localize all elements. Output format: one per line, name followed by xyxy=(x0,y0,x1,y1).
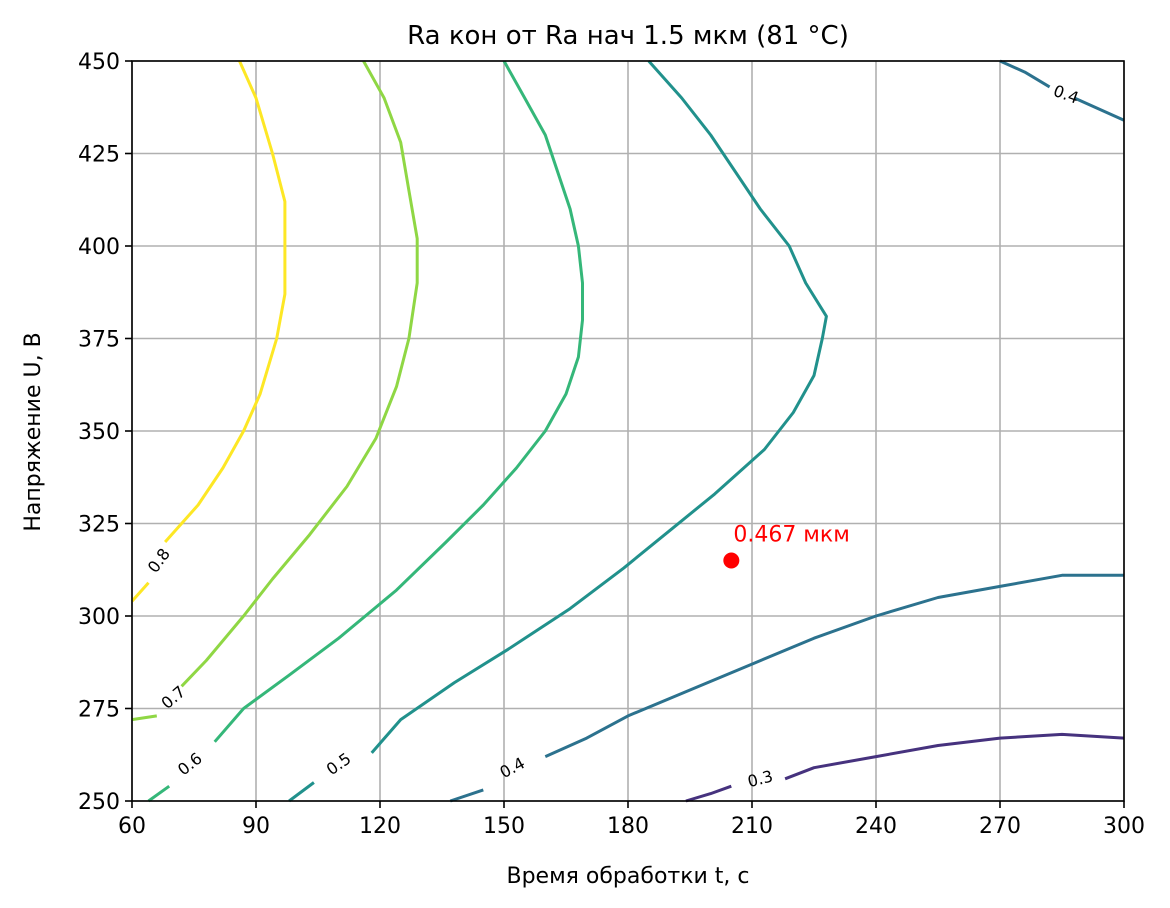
contour-line-0.7 xyxy=(131,714,158,722)
y-axis-label: Напряжение U, В xyxy=(21,332,46,531)
contour-label: 0.3 xyxy=(746,767,775,792)
x-tick-label: 240 xyxy=(855,814,897,839)
contour-line-0.4 xyxy=(544,573,1124,758)
x-axis-ticks: 60 90 120 150 180 210 240 270 300 xyxy=(118,801,1145,839)
marker-point xyxy=(723,552,740,569)
contour-line-0.8 xyxy=(130,581,150,603)
contour-line-0.6 xyxy=(147,784,171,803)
contour-line-0.5 xyxy=(288,781,315,803)
contour-label: 0.4 xyxy=(497,753,528,782)
x-tick-label: 300 xyxy=(1103,814,1145,839)
y-tick-label: 250 xyxy=(78,790,120,815)
contour-labels: 0.80.70.6 0.50.40.4 0.3 xyxy=(144,81,1082,791)
contour-line-0.3 xyxy=(784,732,1125,781)
x-tick-label: 180 xyxy=(607,814,649,839)
x-tick-label: 90 xyxy=(242,814,270,839)
x-tick-label: 60 xyxy=(118,814,146,839)
contour-label: 0.6 xyxy=(174,749,206,780)
contour-label: 0.5 xyxy=(323,749,355,779)
y-tick-label: 400 xyxy=(78,235,120,260)
contour-line-0.7 xyxy=(180,60,419,688)
x-tick-label: 210 xyxy=(731,814,773,839)
y-tick-label: 275 xyxy=(78,698,120,723)
contour-line-0.4 xyxy=(449,788,484,803)
contour-line-0.4 xyxy=(1073,96,1125,122)
contour-lines xyxy=(130,59,1125,803)
grid xyxy=(131,60,1125,802)
y-axis-ticks: 250 275 300 325 350 375 400 425 450 xyxy=(78,50,132,815)
y-tick-label: 375 xyxy=(78,328,120,353)
contour-line-0.4 xyxy=(999,59,1051,89)
contour-line-0.8 xyxy=(163,60,287,543)
marker-label: 0.467 мкм xyxy=(733,523,849,548)
y-tick-label: 300 xyxy=(78,605,120,630)
contour-line-0.6 xyxy=(213,60,584,743)
chart-title: Ra кон от Ra нач 1.5 мкм (81 °C) xyxy=(407,21,849,51)
contour-line-0.3 xyxy=(685,784,732,803)
contour-label: 0.8 xyxy=(144,545,174,577)
contour-label: 0.4 xyxy=(1051,81,1081,108)
contour-line-0.5 xyxy=(370,60,828,754)
x-tick-label: 120 xyxy=(359,814,401,839)
y-tick-label: 425 xyxy=(78,143,120,168)
x-axis-label: Время обработки t, с xyxy=(506,864,749,889)
x-tick-label: 150 xyxy=(483,814,525,839)
marker-group: 0.467 мкм xyxy=(723,523,850,569)
y-tick-label: 325 xyxy=(78,513,120,538)
y-tick-label: 350 xyxy=(78,420,120,445)
y-tick-label: 450 xyxy=(78,50,120,75)
x-tick-label: 270 xyxy=(979,814,1021,839)
